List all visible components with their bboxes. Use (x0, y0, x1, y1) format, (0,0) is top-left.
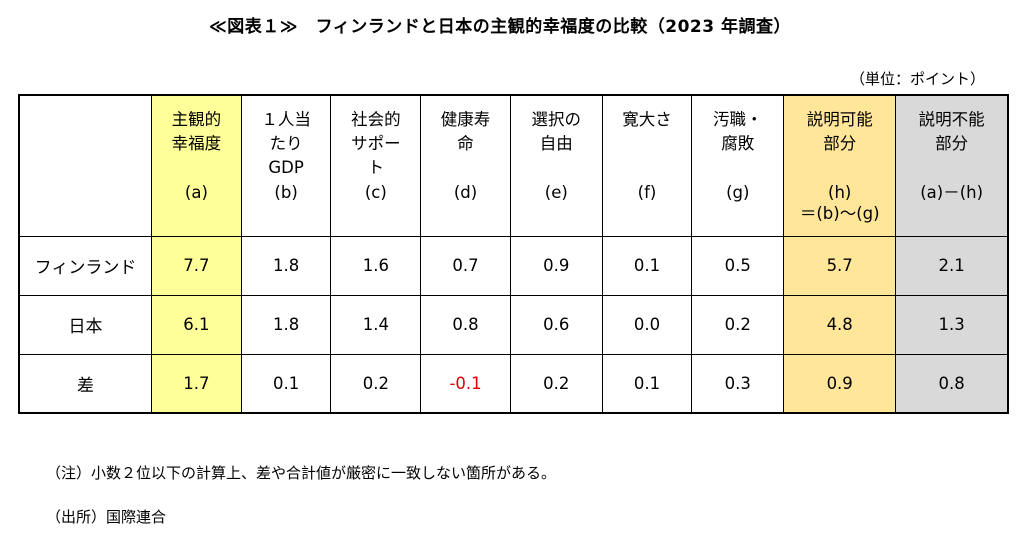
row-label: フィンランド (18, 235, 153, 296)
column-header: 説明可能 部分 (h) ＝(b)～(g) (783, 94, 897, 237)
table-row: フィンランド 7.7 1.8 1.6 0.7 0.9 0.1 0.5 5.7 2.1 (18, 235, 1009, 296)
table-cell: 4.8 (783, 294, 897, 355)
table-cell: 1.8 (240, 294, 332, 355)
table-cell: 0.0 (601, 294, 693, 355)
column-code: (f) (637, 183, 657, 202)
table-row: 日本 6.1 1.8 1.4 0.8 0.6 0.0 0.2 4.8 1.3 (18, 294, 1009, 355)
table-cell: 0.1 (601, 353, 693, 414)
column-code: (c) (364, 183, 387, 202)
table-cell: 1.6 (330, 235, 422, 296)
column-code: (g) (726, 183, 750, 202)
table-row: 差 1.7 0.1 0.2 -0.1 0.2 0.1 0.3 0.9 0.8 (18, 353, 1009, 414)
column-header: 選択の 自由 (e) (509, 94, 603, 237)
table-cell: 0.5 (691, 235, 785, 296)
corner-cell (18, 94, 153, 237)
column-header: 社会的 サポート (c) (330, 94, 422, 237)
table-cell: 0.8 (895, 353, 1009, 414)
table-cell: 0.7 (420, 235, 511, 296)
source-note: （出所）国際連合 (46, 508, 167, 526)
column-header: 主観的 幸福度 (a) (151, 94, 242, 237)
column-name: 社会的 サポート (351, 110, 401, 177)
row-label: 差 (18, 353, 153, 414)
column-code-formula: ＝(b)～(g) (799, 204, 880, 223)
column-name: １人当 たり GDP (261, 110, 311, 177)
column-name: 選択の 自由 (531, 110, 582, 153)
table-cell: 0.2 (330, 353, 422, 414)
unit-label: （単位：ポイント） (849, 70, 985, 88)
column-code: (a) (184, 183, 208, 202)
column-code: (h) (828, 183, 852, 202)
footnote: （注）小数２位以下の計算上、差や合計値が厳密に一致しない箇所がある。 (46, 464, 557, 482)
column-code: (d) (453, 183, 478, 202)
column-code: (b) (274, 183, 298, 202)
table-cell: 2.1 (895, 235, 1009, 296)
column-name: 説明可能 部分 (806, 110, 873, 153)
column-code: (e) (544, 183, 568, 202)
column-name: 汚職・ 腐敗 (713, 110, 763, 153)
table-cell: 0.9 (783, 353, 897, 414)
page-title: ≪図表１≫ フィンランドと日本の主観的幸福度の比較（2023 年調査） (209, 17, 791, 37)
column-header: 健康寿命 (d) (420, 94, 511, 237)
table-cell: 5.7 (783, 235, 897, 296)
table-cell: 0.1 (240, 353, 332, 414)
column-header: 説明不能 部分 (a)－(h) (895, 94, 1009, 237)
row-label: 日本 (18, 294, 153, 355)
column-name: 主観的 幸福度 (171, 110, 222, 153)
table-cell: 0.2 (509, 353, 603, 414)
table-cell: 1.4 (330, 294, 422, 355)
table-cell: 1.7 (151, 353, 242, 414)
table-cell: 0.1 (601, 235, 693, 296)
column-header: 汚職・ 腐敗 (g) (691, 94, 785, 237)
table-cell: 7.7 (151, 235, 242, 296)
table-cell: 0.6 (509, 294, 603, 355)
table-cell: 1.3 (895, 294, 1009, 355)
comparison-table: 主観的 幸福度 (a) １人当 たり GDP (b) 社会的 サポート (c) 健康寿命 (d)… (18, 94, 1009, 414)
table-cell: 0.2 (691, 294, 785, 355)
table-cell: -0.1 (420, 353, 511, 414)
column-name: 寛大さ (622, 110, 672, 129)
table-cell: 0.8 (420, 294, 511, 355)
column-name: 健康寿命 (440, 110, 491, 153)
column-header: 寛大さ (f) (601, 94, 693, 237)
column-header: １人当 たり GDP (b) (240, 94, 332, 237)
column-name: 説明不能 部分 (918, 110, 985, 153)
table-cell: 1.8 (240, 235, 332, 296)
header-row: 主観的 幸福度 (a) １人当 たり GDP (b) 社会的 サポート (c) 健康寿命 (d)… (18, 94, 1009, 237)
table-cell: 6.1 (151, 294, 242, 355)
column-code: (a)－(h) (920, 183, 984, 202)
table-cell: 0.9 (509, 235, 603, 296)
table-cell: 0.3 (691, 353, 785, 414)
